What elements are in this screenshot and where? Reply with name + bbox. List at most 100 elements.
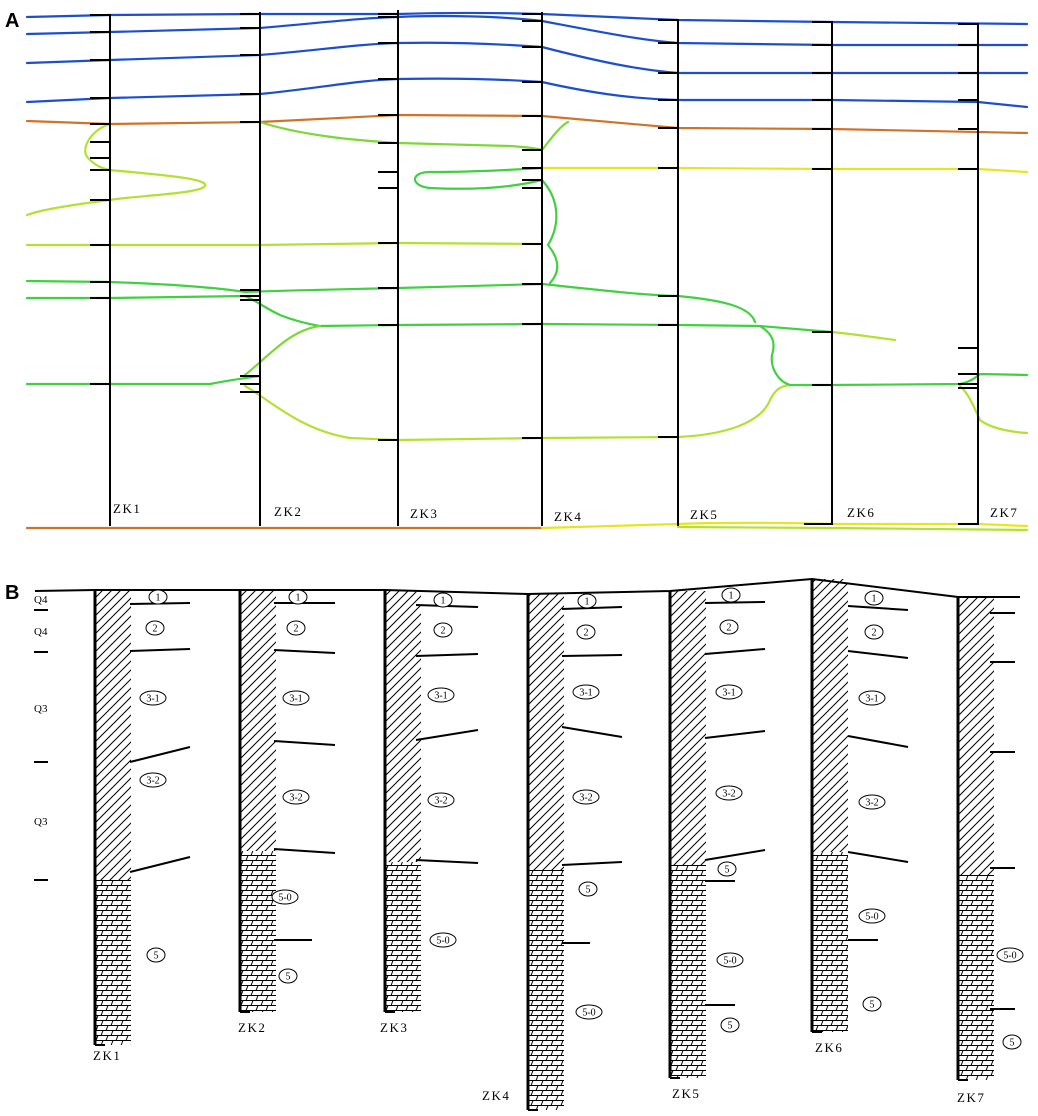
surface-line-12 — [25, 279, 544, 294]
layer-id-label: 5-0 — [865, 912, 878, 923]
clay-fill — [670, 591, 706, 865]
clay-fill — [958, 597, 994, 875]
layer-id-label: 3-2 — [722, 789, 735, 800]
layer-id-label: 3-2 — [434, 796, 447, 807]
layer-boundary — [415, 653, 479, 657]
surface-line-2 — [25, 14, 1029, 47]
borehole-zk7: 5-0 5 ZK7 — [956, 597, 1024, 1105]
strat-column: Q4 Q4 Q3 Q3 — [34, 594, 48, 881]
layer-boundary — [704, 601, 766, 604]
surface-line-14 — [25, 294, 834, 334]
well-label-zk1: ZK1 — [113, 501, 141, 516]
clay-fill — [528, 594, 564, 870]
layer-id-circle — [282, 690, 310, 706]
layer-boundary — [847, 650, 909, 659]
layer-id-circle — [278, 968, 298, 984]
well-line-zk6 — [804, 21, 833, 525]
well-label-zk7: ZK7 — [957, 1090, 985, 1105]
strat-label-q3-upper: Q3 — [34, 703, 48, 715]
layer-boundary — [129, 648, 191, 652]
layer-id-label: 5 — [728, 1021, 733, 1032]
surface-line-19 — [758, 324, 1029, 387]
layer-id-circle — [578, 881, 598, 897]
layer-boundary — [704, 648, 766, 655]
surface-line-20 — [958, 384, 1029, 435]
well-label-zk4: ZK4 — [482, 1088, 510, 1103]
strat-label-q4: Q4 — [34, 626, 48, 638]
layer-id-label: 5 — [286, 972, 291, 983]
layer-boundary — [273, 740, 336, 746]
layer-id-label: 5-0 — [582, 1008, 595, 1019]
layer-id-label: 5 — [154, 951, 159, 962]
layer-id-label: 2 — [727, 623, 732, 634]
panel-b-label: B — [5, 582, 20, 604]
layer-id-circle — [433, 622, 453, 638]
layer-boundary — [273, 848, 336, 854]
rock-fill — [670, 865, 706, 1078]
layer-boundary — [704, 849, 766, 861]
well-label-zk6: ZK6 — [815, 1040, 843, 1055]
layer-id-label: 5-0 — [278, 893, 291, 904]
layer-id-label: 3-1 — [579, 688, 592, 699]
surface-line-10 — [540, 178, 559, 285]
strat-label-q3-lower: Q3 — [34, 816, 48, 828]
layer-boundary — [415, 729, 479, 741]
layer-id-circle — [864, 590, 884, 606]
layer-boundary — [847, 605, 909, 611]
surface-line-17 — [243, 324, 322, 377]
layer-id-label: 5-0 — [723, 956, 736, 967]
layer-id-label: 5-0 — [1003, 951, 1016, 962]
surface-line-9 — [413, 166, 544, 190]
layer-id-label: 2 — [584, 628, 589, 639]
layer-id-label: 3-2 — [146, 776, 159, 787]
borehole-zk1: 1 2 3-1 3-2 5 ZK1 — [93, 589, 191, 1063]
layer-id-circle — [858, 908, 886, 924]
layer-id-circle — [858, 794, 886, 810]
layer-id-circle — [146, 947, 166, 963]
layer-id-circle — [148, 589, 168, 605]
layer-id-circle — [139, 690, 167, 706]
borehole-zk4: 1 2 3-1 3-2 5 5-0 ZK4 — [482, 593, 623, 1111]
layer-id-circle — [575, 1004, 603, 1020]
surface-line-15 — [830, 330, 897, 342]
layer-id-circle — [720, 1017, 740, 1033]
panel-a-label: A — [5, 10, 20, 32]
layer-id-circle — [427, 687, 455, 703]
layer-id-label: 1 — [729, 591, 734, 602]
borehole-zk6: 1 2 3-1 3-2 5-0 5 ZK6 — [810, 579, 909, 1055]
layer-boundary — [847, 851, 909, 863]
layer-id-circle — [429, 932, 457, 948]
layer-id-label: 2 — [872, 628, 877, 639]
well-label-zk6: ZK6 — [847, 505, 875, 520]
rock-fill — [812, 852, 848, 1032]
layer-boundary — [561, 654, 623, 657]
layer-id-circle — [427, 792, 455, 808]
layer-id-circle — [721, 587, 741, 603]
layer-id-circle — [139, 772, 167, 788]
clay-fill — [385, 590, 421, 862]
rock-fill — [528, 870, 564, 1110]
layer-id-circle — [286, 620, 306, 636]
strat-label-q4-top: Q4 — [34, 594, 48, 606]
layer-id-label: 3-2 — [289, 793, 302, 804]
rock-fill — [240, 851, 276, 1012]
layer-id-circle — [715, 684, 743, 700]
well-label-zk2: ZK2 — [238, 1020, 266, 1035]
layer-id-label: 3-1 — [146, 694, 159, 705]
layer-id-circle — [572, 789, 600, 805]
layer-id-circle — [715, 785, 743, 801]
layer-id-circle — [433, 592, 453, 608]
rock-fill — [95, 880, 131, 1045]
panel-a-section: ZK1 ZK2 ZK3 ZK4 ZK5 ZK6 ZK7 — [25, 10, 1029, 532]
rock-fill — [958, 875, 994, 1080]
layer-boundary — [561, 606, 623, 610]
layer-id-circle — [719, 619, 739, 635]
well-label-zk3: ZK3 — [380, 1020, 408, 1035]
layer-id-circle — [717, 861, 737, 877]
borehole-zk5: 1 2 3-1 3-2 5 5-0 5 ZK5 — [668, 587, 766, 1101]
clay-fill — [812, 579, 848, 852]
layer-id-label: 1 — [296, 593, 301, 604]
layer-id-label: 3-1 — [289, 694, 302, 705]
surface-line-4 — [25, 77, 1029, 109]
surface-line-18 — [243, 383, 792, 442]
